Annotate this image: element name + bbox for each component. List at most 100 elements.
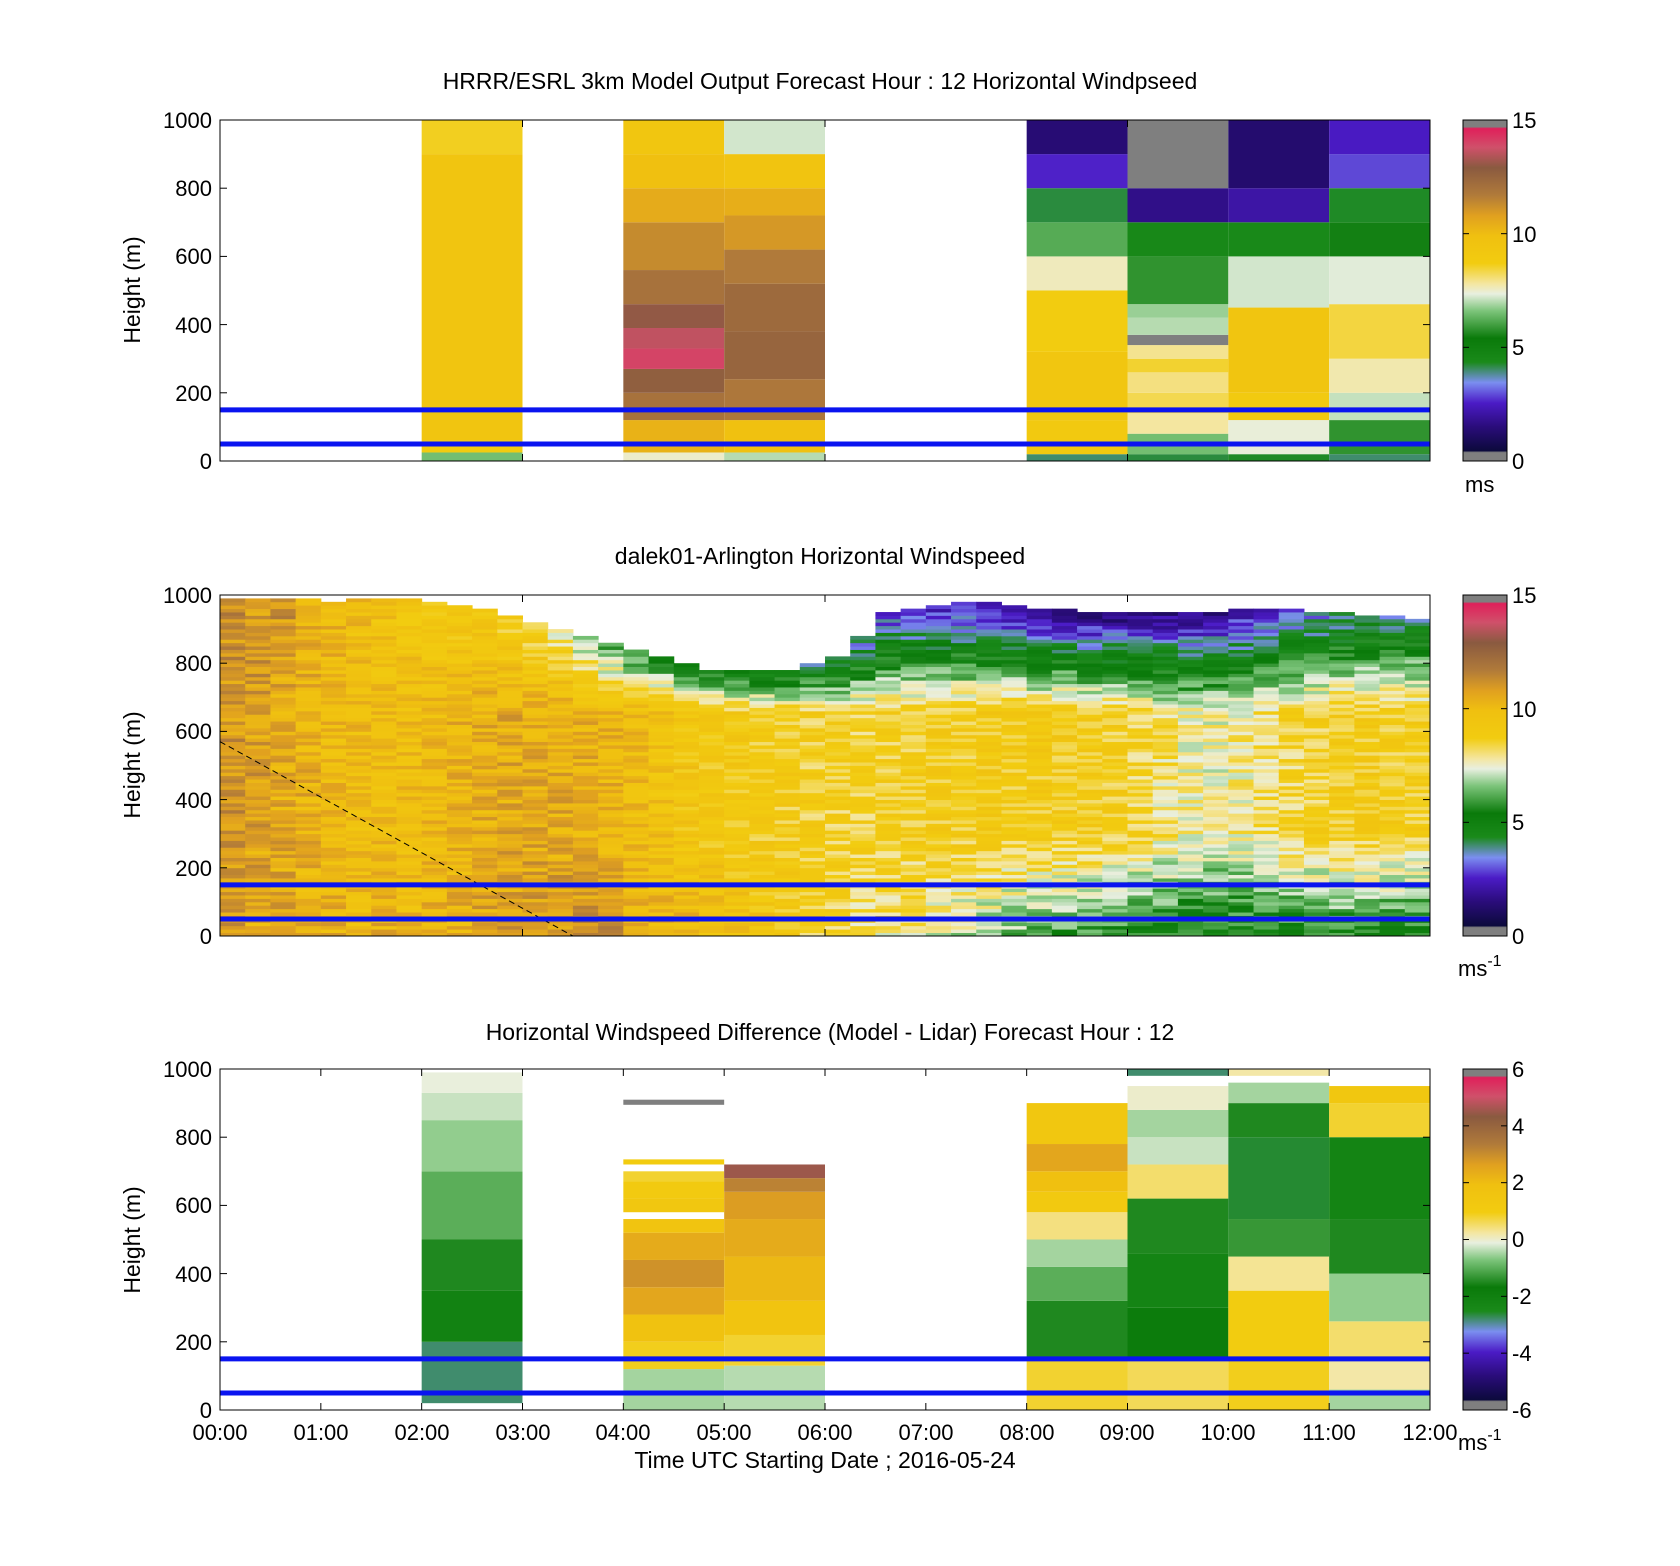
heatmap-cell [850,652,876,657]
heatmap-cell [799,847,826,852]
heatmap-cell [1253,707,1280,712]
heatmap-cell [1329,256,1430,305]
heatmap-cell [547,878,574,882]
heatmap-cell [1203,680,1229,685]
heatmap-cell [1177,652,1204,657]
heatmap-cell [346,687,372,691]
heatmap-cell [1354,721,1381,725]
heatmap-cell [749,908,776,913]
heatmap-cell [320,891,347,896]
heatmap-cell [623,912,650,916]
heatmap-cell [1329,792,1355,797]
heatmap-cell [1177,799,1204,804]
heatmap-cell [623,871,650,876]
heatmap-cell [1303,635,1330,640]
heatmap-cell [1026,454,1128,461]
heatmap-cell [900,693,927,698]
heatmap-cell [1127,748,1154,753]
heatmap-cell [925,751,952,756]
heatmap-cell [1253,929,1280,933]
colorbar-1-tick-label: 10 [1512,222,1536,247]
heatmap-cell [245,803,271,807]
heatmap-cell [925,680,952,685]
heatmap-cell [698,704,725,708]
heatmap-cell [1127,741,1154,746]
heatmap-cell [421,690,448,695]
heatmap-cell [1253,751,1280,756]
heatmap-cell [749,785,776,790]
heatmap-cell [623,738,650,743]
heatmap-cell [1404,755,1431,760]
heatmap-cell [572,707,599,712]
heatmap-cell [623,680,650,685]
heatmap-cell [875,765,902,770]
heatmap-cell [1404,925,1431,930]
heatmap-cell [1026,803,1053,807]
heatmap-cell [245,727,271,732]
heatmap-cell [346,758,372,763]
heatmap-cell [497,809,523,814]
heatmap-cell [1354,724,1381,729]
heatmap-cell [1102,697,1128,702]
heatmap-cell [295,649,322,654]
heatmap-cell [774,714,801,719]
heatmap-cell [724,932,750,937]
heatmap-cell [976,741,1002,746]
heatmap-cell [1329,867,1355,872]
heatmap-cell [220,612,246,616]
heatmap-cell [1228,803,1255,807]
heatmap-cell [1253,663,1280,668]
heatmap-cell [421,843,448,848]
heatmap-cell [472,854,498,858]
heatmap-cell [1051,779,1078,783]
heatmap-cell [1228,922,1255,927]
heatmap-cell [598,837,624,841]
heatmap-cell [1404,850,1431,855]
heatmap-cell [572,830,599,835]
heatmap-cell [1001,823,1028,828]
heatmap-cell [1303,799,1330,804]
heatmap-cell [900,789,927,794]
heatmap-cell [421,1092,523,1121]
heatmap-cell [900,721,927,725]
heatmap-cell [749,741,776,746]
heatmap-cell [1228,775,1255,780]
heatmap-cell [346,663,372,668]
heatmap-cell [1203,925,1229,930]
heatmap-cell [245,697,271,702]
heatmap-cell [1177,625,1204,630]
heatmap-cell [472,929,498,933]
heatmap-cell [1303,704,1330,708]
heatmap-cell [1228,823,1255,828]
heatmap-cell [320,775,347,780]
heatmap-cell [220,782,246,787]
heatmap-cell [1329,857,1355,862]
heatmap-cell [1228,642,1255,647]
heatmap-cell [1404,867,1431,872]
heatmap-cell [951,649,977,654]
heatmap-cell [522,693,549,698]
heatmap-cell [421,860,448,865]
heatmap-cell [925,779,952,783]
heatmap-cell [396,710,423,715]
heatmap-cell [1379,731,1406,736]
heatmap-cell [1278,618,1305,623]
heatmap-cell [648,840,675,845]
heatmap-cell [875,874,902,879]
heatmap-cell [648,830,675,835]
heatmap-cell [799,697,826,702]
heatmap-cell [1278,792,1305,797]
heatmap-cell [295,673,322,678]
heatmap-cell [1303,690,1330,695]
heatmap-cell [1001,898,1028,903]
heatmap-cell [472,820,498,824]
heatmap-cell [522,731,549,736]
heatmap-cell [446,796,473,800]
heatmap-cell [1329,820,1355,824]
heatmap-cell [295,820,322,824]
panel-1-ytick-label: 400 [175,313,212,338]
heatmap-cell [220,748,246,753]
heatmap-cell [346,840,372,845]
heatmap-cell [270,605,297,610]
heatmap-cell [1127,762,1154,766]
